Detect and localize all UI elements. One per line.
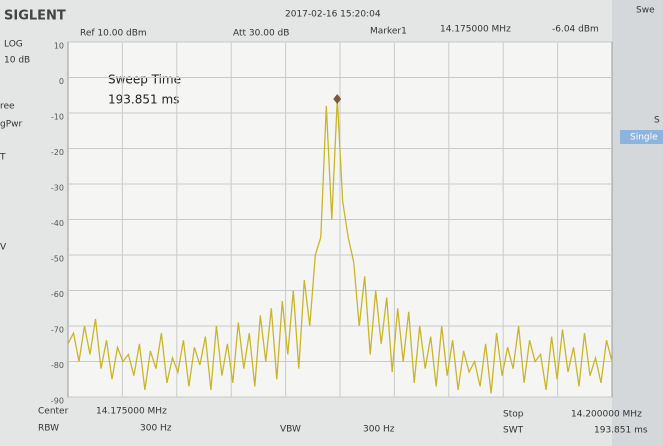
y-tick-label: 0 <box>59 77 64 86</box>
swt-value: 193.851 ms <box>594 426 648 436</box>
rbw-value: 300 Hz <box>140 424 172 434</box>
left-item: gPwr <box>0 120 23 130</box>
swt-label: SWT <box>503 426 524 436</box>
y-tick-label: -60 <box>51 290 64 299</box>
marker <box>333 93 342 104</box>
single-button[interactable] <box>620 130 663 144</box>
y-tick-label: -70 <box>51 326 64 335</box>
y-tick-label: -90 <box>51 397 64 406</box>
rbw-label: RBW <box>38 424 59 434</box>
center-label: Center <box>38 407 69 417</box>
right-item[interactable]: Single <box>630 133 658 143</box>
center-value: 14.175000 MHz <box>96 407 167 417</box>
y-tick-label: -30 <box>51 184 64 193</box>
y-tick-label: -10 <box>51 113 64 122</box>
stop-label: Stop <box>503 410 524 420</box>
attenuation: Att 30.00 dB <box>233 29 289 39</box>
datetime: 2017-02-16 15:20:04 <box>285 10 381 20</box>
marker-name: Marker1 <box>370 27 407 37</box>
y-tick-label: 10 <box>54 42 64 51</box>
marker-frequency: 14.175000 MHz <box>440 25 511 35</box>
ref-level: Ref 10.00 dBm <box>80 29 147 39</box>
vbw-value: 300 Hz <box>363 425 395 435</box>
left-item: V <box>0 243 7 253</box>
left-item: T <box>0 153 6 163</box>
annotation-title: Sweep Time <box>108 73 181 87</box>
trace <box>67 98 613 394</box>
marker-value: -6.04 dBm <box>552 25 599 35</box>
vbw-label: VBW <box>280 425 301 435</box>
scale-type: LOG <box>4 40 23 50</box>
left-item: ree <box>0 102 15 112</box>
scale-div: 10 dB <box>4 56 30 66</box>
y-tick-label: -40 <box>51 219 64 228</box>
right-item: Swe <box>636 6 655 16</box>
y-tick-label: -80 <box>51 361 64 370</box>
y-tick-label: -50 <box>51 255 64 264</box>
right-item: S <box>654 116 660 126</box>
stop-value: 14.200000 MHz <box>571 410 642 420</box>
annotation-value: 193.851 ms <box>108 93 179 107</box>
side-panel <box>612 0 663 446</box>
brand: SIGLENT <box>4 9 66 24</box>
y-tick-label: -20 <box>51 148 64 157</box>
